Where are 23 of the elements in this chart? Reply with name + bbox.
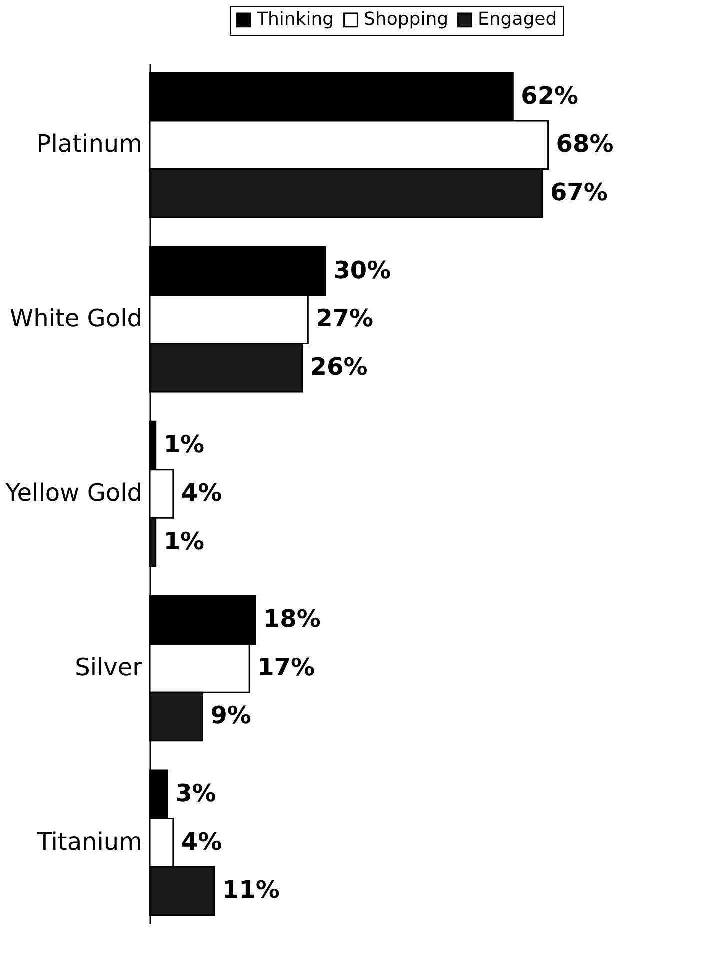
- data-label: 62%: [521, 82, 579, 110]
- y-tick-label: Titanium: [36, 828, 142, 856]
- data-label: 1%: [164, 527, 205, 556]
- data-label: 9%: [210, 702, 252, 730]
- data-label: 30%: [334, 256, 392, 284]
- y-tick-label: Silver: [75, 653, 143, 682]
- y-tick-label: White Gold: [10, 304, 142, 333]
- data-label: 1%: [164, 430, 205, 459]
- y-tick-label: Yellow Gold: [4, 479, 142, 507]
- legend-label: Thinking: [256, 9, 334, 30]
- data-label: 4%: [181, 479, 222, 507]
- data-label: 18%: [263, 605, 321, 634]
- legend-label: Shopping: [364, 9, 449, 30]
- data-label: 11%: [222, 876, 280, 904]
- data-label: 26%: [310, 352, 368, 381]
- legend-label: Engaged: [478, 9, 558, 30]
- y-tick-label: Platinum: [36, 130, 142, 158]
- data-label: 17%: [258, 653, 316, 682]
- data-label: 4%: [181, 828, 222, 856]
- data-label: 67%: [550, 178, 608, 206]
- data-label: 68%: [556, 130, 614, 158]
- data-label: 27%: [316, 304, 374, 333]
- data-label: 3%: [176, 780, 216, 808]
